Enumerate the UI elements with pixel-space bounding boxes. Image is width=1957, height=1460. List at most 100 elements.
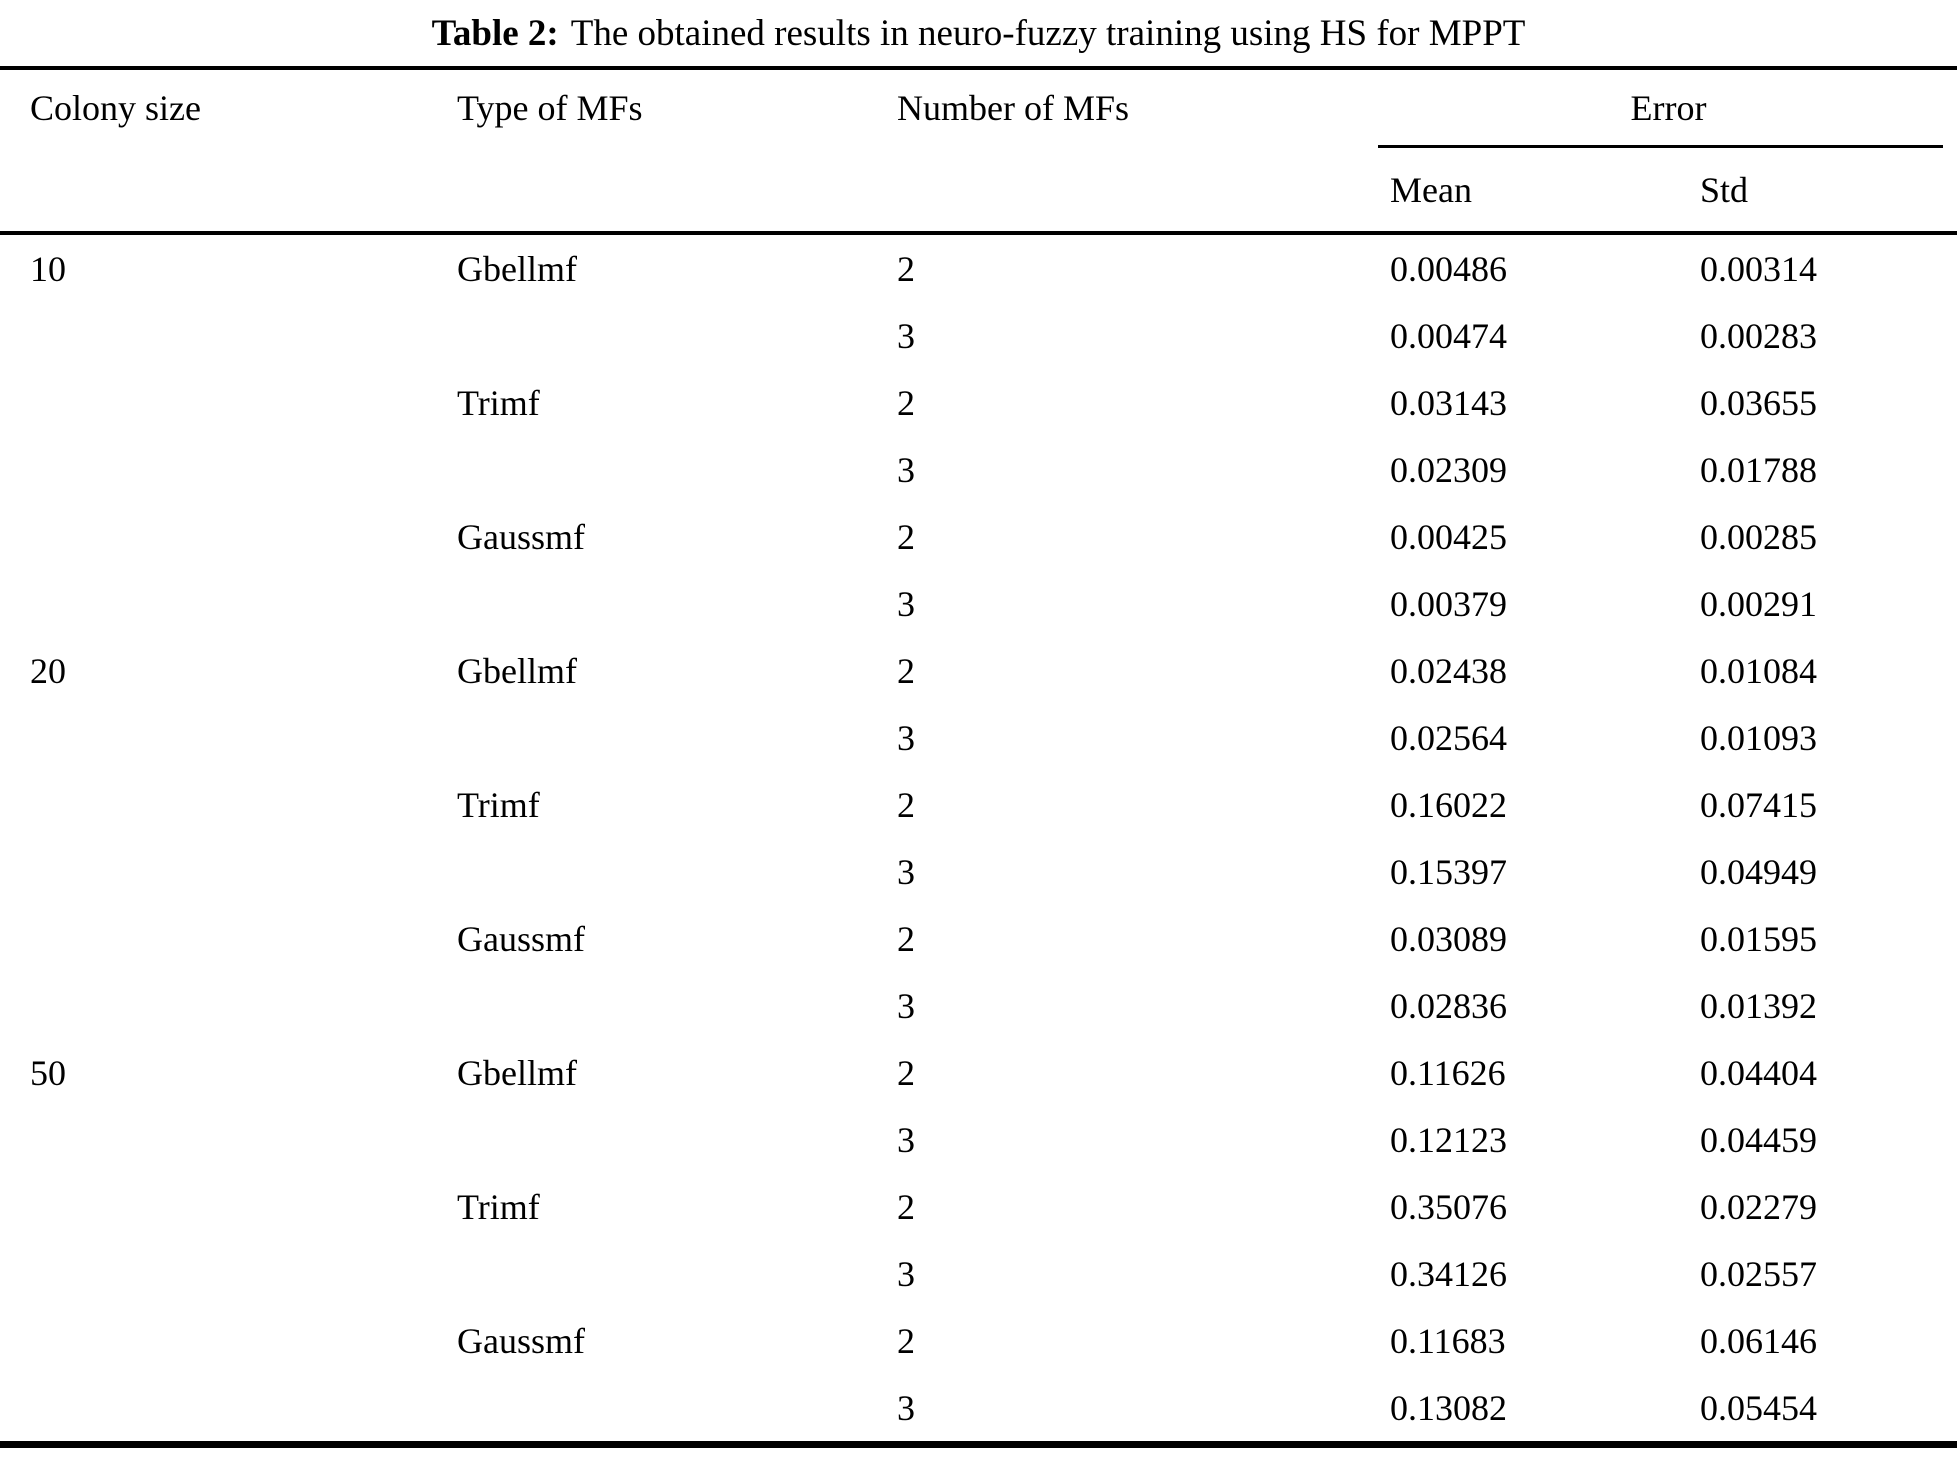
cell-error-mean: 0.00486 [1390, 248, 1507, 289]
table-row: 3 0.15397 0.04949 [0, 838, 1957, 905]
table-row: Gaussmf 2 0.00425 0.00285 [0, 503, 1957, 570]
table-row: 50 Gbellmf 2 0.11626 0.04404 [0, 1039, 1957, 1106]
cell-type-of-mfs: Gbellmf [457, 1052, 577, 1093]
cell-error-mean: 0.00379 [1390, 583, 1507, 624]
cell-type-of-mfs: Trimf [457, 382, 540, 423]
cell-type-of-mfs: Gaussmf [457, 1320, 585, 1361]
table-caption: Table 2: The obtained results in neuro-f… [0, 0, 1957, 66]
cell-type-of-mfs: Trimf [457, 1186, 540, 1227]
header-std: Std [1700, 169, 1749, 210]
cell-error-std: 0.04404 [1700, 1052, 1817, 1093]
cell-error-mean: 0.16022 [1390, 784, 1507, 825]
cell-error-std: 0.06146 [1700, 1320, 1817, 1361]
cell-error-mean: 0.00474 [1390, 315, 1507, 356]
cell-error-std: 0.01093 [1700, 717, 1817, 758]
cell-error-mean: 0.34126 [1390, 1253, 1507, 1294]
cell-number-of-mfs: 2 [897, 784, 915, 825]
cell-error-mean: 0.02564 [1390, 717, 1507, 758]
table-row: Trimf 2 0.03143 0.03655 [0, 369, 1957, 436]
cell-type-of-mfs: Gaussmf [457, 918, 585, 959]
cell-colony-size: 20 [30, 650, 66, 691]
cell-type-of-mfs: Gbellmf [457, 248, 577, 289]
table-row: 3 0.02836 0.01392 [0, 972, 1957, 1039]
cell-type-of-mfs: Gbellmf [457, 650, 577, 691]
cell-error-std: 0.00283 [1700, 315, 1817, 356]
cell-error-std: 0.00285 [1700, 516, 1817, 557]
cell-error-mean: 0.03143 [1390, 382, 1507, 423]
cell-number-of-mfs: 3 [897, 1253, 915, 1294]
cell-error-mean: 0.12123 [1390, 1119, 1507, 1160]
table-top-rule [0, 66, 1957, 70]
table-row: 3 0.02309 0.01788 [0, 436, 1957, 503]
cell-error-mean: 0.11626 [1390, 1052, 1506, 1093]
cell-number-of-mfs: 3 [897, 1387, 915, 1428]
cell-error-std: 0.05454 [1700, 1387, 1817, 1428]
table-row: 3 0.02564 0.01093 [0, 704, 1957, 771]
cell-number-of-mfs: 2 [897, 382, 915, 423]
cell-number-of-mfs: 3 [897, 449, 915, 490]
cell-colony-size: 50 [30, 1052, 66, 1093]
cell-number-of-mfs: 2 [897, 650, 915, 691]
header-colony-size: Colony size [30, 87, 201, 128]
cell-error-mean: 0.00425 [1390, 516, 1507, 557]
header-number-of-mfs: Number of MFs [897, 87, 1129, 128]
table-bottom-rule [0, 1441, 1957, 1448]
cell-error-mean: 0.03089 [1390, 918, 1507, 959]
cell-error-std: 0.02557 [1700, 1253, 1817, 1294]
cell-error-std: 0.03655 [1700, 382, 1817, 423]
table-row: 3 0.13082 0.05454 [0, 1374, 1957, 1441]
cell-number-of-mfs: 2 [897, 1186, 915, 1227]
cell-error-std: 0.00314 [1700, 248, 1817, 289]
cell-error-std: 0.07415 [1700, 784, 1817, 825]
cell-error-mean: 0.15397 [1390, 851, 1507, 892]
cell-error-std: 0.01595 [1700, 918, 1817, 959]
table-subheader-row: Mean Std [0, 148, 1957, 231]
cell-number-of-mfs: 3 [897, 717, 915, 758]
cell-error-std: 0.00291 [1700, 583, 1817, 624]
table-row: Gaussmf 2 0.11683 0.06146 [0, 1307, 1957, 1374]
cell-error-mean: 0.11683 [1390, 1320, 1506, 1361]
cell-error-mean: 0.02309 [1390, 449, 1507, 490]
header-mean: Mean [1390, 169, 1472, 210]
cell-error-std: 0.02279 [1700, 1186, 1817, 1227]
cell-error-std: 0.04459 [1700, 1119, 1817, 1160]
table-row: Gaussmf 2 0.03089 0.01595 [0, 905, 1957, 972]
cell-error-std: 0.01084 [1700, 650, 1817, 691]
cell-error-std: 0.04949 [1700, 851, 1817, 892]
table-row: 10 Gbellmf 2 0.00486 0.00314 [0, 235, 1957, 302]
cell-type-of-mfs: Gaussmf [457, 516, 585, 557]
table-row: Trimf 2 0.35076 0.02279 [0, 1173, 1957, 1240]
cell-type-of-mfs: Trimf [457, 784, 540, 825]
header-bottom-rule [0, 231, 1957, 235]
cell-error-mean: 0.13082 [1390, 1387, 1507, 1428]
cell-number-of-mfs: 2 [897, 918, 915, 959]
cell-number-of-mfs: 3 [897, 851, 915, 892]
cell-number-of-mfs: 2 [897, 516, 915, 557]
cell-number-of-mfs: 3 [897, 985, 915, 1026]
cell-error-mean: 0.02438 [1390, 650, 1507, 691]
table-header-row: Colony size Type of MFs Number of MFs Er… [0, 70, 1957, 145]
cell-colony-size: 10 [30, 248, 66, 289]
header-error: Error [1630, 87, 1707, 128]
table-row: 3 0.12123 0.04459 [0, 1106, 1957, 1173]
cell-number-of-mfs: 3 [897, 1119, 915, 1160]
cell-error-mean: 0.35076 [1390, 1186, 1507, 1227]
error-spanner-rule [1378, 145, 1943, 148]
cell-number-of-mfs: 2 [897, 1052, 915, 1093]
table-row: Trimf 2 0.16022 0.07415 [0, 771, 1957, 838]
cell-error-std: 0.01788 [1700, 449, 1817, 490]
table-body: 10 Gbellmf 2 0.00486 0.00314 3 0.00474 0… [0, 235, 1957, 1441]
table-caption-text: The obtained results in neuro-fuzzy trai… [570, 12, 1526, 54]
table-row: 3 0.00379 0.00291 [0, 570, 1957, 637]
header-type-of-mfs: Type of MFs [457, 87, 643, 128]
cell-number-of-mfs: 3 [897, 315, 915, 356]
table-row: 3 0.34126 0.02557 [0, 1240, 1957, 1307]
cell-number-of-mfs: 2 [897, 248, 915, 289]
cell-error-std: 0.01392 [1700, 985, 1817, 1026]
table-row: 20 Gbellmf 2 0.02438 0.01084 [0, 637, 1957, 704]
cell-number-of-mfs: 3 [897, 583, 915, 624]
table-row: 3 0.00474 0.00283 [0, 302, 1957, 369]
cell-error-mean: 0.02836 [1390, 985, 1507, 1026]
cell-number-of-mfs: 2 [897, 1320, 915, 1361]
